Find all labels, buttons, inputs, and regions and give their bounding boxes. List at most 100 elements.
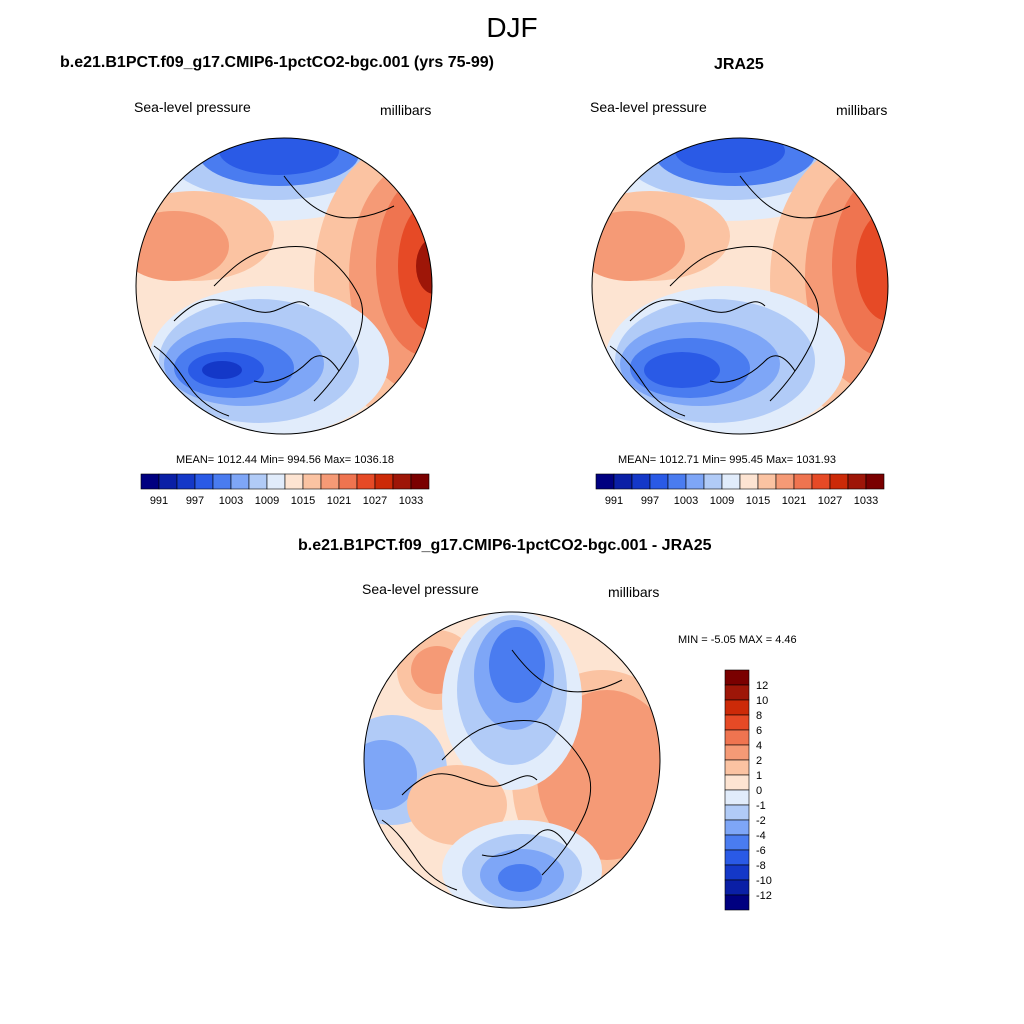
panel-3-colorbar-tick-label: 1 — [756, 770, 762, 782]
panel-2-colorbar-swatch — [721, 473, 741, 490]
panel-1-colorbar-swatch — [158, 473, 178, 490]
panel-2-colorbar-swatch — [595, 473, 615, 490]
panel-2-colorbar-swatch — [829, 473, 849, 490]
panel-3-colorbar-swatch — [724, 879, 750, 896]
panel-3-colorbar-swatch — [724, 669, 750, 686]
panel-3-map — [363, 611, 661, 909]
panel-3-variable-label: Sea-level pressure — [362, 581, 479, 597]
panel-1-colorbar-swatch — [230, 473, 250, 490]
panel-3-colorbar-tick-label: 8 — [756, 710, 762, 722]
panel-1-colorbar-tick-label: 997 — [186, 495, 204, 507]
panel-2-map — [591, 137, 889, 435]
panel-3-colorbar-swatch — [724, 684, 750, 701]
panel-2-colorbar-tick-label: 1009 — [710, 495, 734, 507]
panel-3-colorbar-swatch — [724, 759, 750, 776]
panel-1-colorbar-swatch — [302, 473, 322, 490]
panel-3-colorbar-tick-label: 2 — [756, 755, 762, 767]
panel-1-colorbar-swatch — [338, 473, 358, 490]
panel-1-pressure-field — [136, 138, 432, 434]
panel-3-colorbar-swatch — [724, 849, 750, 866]
panel-3-colorbar-tick-label: 10 — [756, 695, 768, 707]
panel-1-colorbar-swatch — [248, 473, 268, 490]
panel-3-colorbar-tick-label: -8 — [756, 860, 766, 872]
panel-1-colorbar: 991 997 1003 1009 1015 1021 1027 1033 — [140, 473, 430, 507]
panel-2-colorbar-swatch — [631, 473, 651, 490]
panel-1-colorbar-swatch — [284, 473, 304, 490]
panel-1-colorbar-tick-label: 1003 — [219, 495, 243, 507]
panel-1-colorbar-swatch — [194, 473, 214, 490]
panel-3-colorbar-tick-label: -6 — [756, 845, 766, 857]
panel-3-coastlines — [381, 649, 623, 891]
panel-3-title: b.e21.B1PCT.f09_g17.CMIP6-1pctCO2-bgc.00… — [298, 537, 712, 554]
panel-3-colorbar-tick-label: 0 — [756, 785, 762, 797]
panel-1-colorbar-swatch — [212, 473, 232, 490]
panel-2-colorbar-swatch — [667, 473, 687, 490]
panel-1-colorbar-tick-label: 1009 — [255, 495, 279, 507]
panel-3-colorbar-swatch — [724, 834, 750, 851]
panel-3-colorbar-swatch — [724, 804, 750, 821]
panel-3-colorbar-tick-label: -10 — [756, 875, 772, 887]
figure-title: DJF — [486, 12, 538, 43]
panel-1-variable-label: Sea-level pressure — [134, 99, 251, 115]
panel-2-colorbar-swatch — [811, 473, 831, 490]
panel-1-colorbar-swatch — [374, 473, 394, 490]
panel-2-colorbar-swatch — [775, 473, 795, 490]
panel-2-colorbar-tick-label: 1033 — [854, 495, 878, 507]
panel-1-colorbar-tick-label: 1027 — [363, 495, 387, 507]
panel-3-colorbar-swatch — [724, 774, 750, 791]
panel-3-colorbar-tick-label: 6 — [756, 725, 762, 737]
panel-3-colorbar-swatch — [724, 819, 750, 836]
panel-3-colorbar-tick-label: -2 — [756, 815, 766, 827]
panel-3-units-label: millibars — [608, 584, 660, 600]
panel-3-colorbar-tick-label: -1 — [756, 800, 766, 812]
panel-2-colorbar-swatch — [847, 473, 867, 490]
panel-2-colorbar-swatch — [703, 473, 723, 490]
panel-3-colorbar-swatch — [724, 894, 750, 911]
panel-1-map — [135, 137, 433, 435]
panel-3-stats: MIN = -5.05 MAX = 4.46 — [678, 634, 797, 646]
panel-3-colorbar-tick-label: -12 — [756, 890, 772, 902]
panel-1-coastlines — [153, 175, 395, 417]
panel-2-colorbar-tick-label: 991 — [605, 495, 623, 507]
panel-2-colorbar: 991 997 1003 1009 1015 1021 1027 1033 — [595, 473, 885, 507]
panel-1-colorbar-swatch — [392, 473, 412, 490]
panel-3-colorbar-tick-label: -4 — [756, 830, 766, 842]
panel-3-colorbar-swatch — [724, 744, 750, 761]
panel-2-colorbar-tick-label: 1021 — [782, 495, 806, 507]
panel-2-colorbar-tick-label: 1027 — [818, 495, 842, 507]
panel-3-colorbar-swatch — [724, 729, 750, 746]
panel-1-colorbar-tick-label: 991 — [150, 495, 168, 507]
panel-2-variable-label: Sea-level pressure — [590, 99, 707, 115]
panel-2-colorbar-swatch — [649, 473, 669, 490]
panel-2-colorbar-swatch — [613, 473, 633, 490]
panel-2-stats: MEAN= 1012.71 Min= 995.45 Max= 1031.93 — [618, 454, 837, 466]
panel-2-units-label: millibars — [836, 102, 888, 118]
panel-2-colorbar-swatch — [757, 473, 777, 490]
panel-2-title: JRA25 — [714, 56, 764, 73]
panel-3-colorbar-tick-label: 12 — [756, 680, 768, 692]
panel-1-colorbar-tick-label: 1021 — [327, 495, 351, 507]
panel-1-colorbar-swatch — [176, 473, 196, 490]
panel-2-colorbar-swatch — [865, 473, 885, 490]
panel-3-colorbar-swatch — [724, 789, 750, 806]
panel-1-colorbar-swatch — [266, 473, 286, 490]
panel-3-difference-field — [364, 612, 660, 908]
panel-1-colorbar-swatch — [410, 473, 430, 490]
panel-2-colorbar-tick-label: 1015 — [746, 495, 770, 507]
panel-2-colorbar-tick-label: 997 — [641, 495, 659, 507]
panel-1-colorbar-swatch — [140, 473, 160, 490]
panel-2-colorbar-tick-label: 1003 — [674, 495, 698, 507]
panel-1-title: b.e21.B1PCT.f09_g17.CMIP6-1pctCO2-bgc.00… — [60, 54, 494, 71]
panel-1-stats: MEAN= 1012.44 Min= 994.56 Max= 1036.18 — [176, 454, 395, 466]
panel-1-colorbar-tick-label: 1033 — [399, 495, 423, 507]
panel-2-colorbar-swatch — [685, 473, 705, 490]
panel-3-colorbar-swatch — [724, 699, 750, 716]
panel-1-colorbar-swatch — [320, 473, 340, 490]
panel-3-colorbar-swatch — [724, 714, 750, 731]
panel-1-units-label: millibars — [380, 102, 432, 118]
panel-2-colorbar-swatch — [793, 473, 813, 490]
panel-1-colorbar-swatch — [356, 473, 376, 490]
panel-3-colorbar-swatch — [724, 864, 750, 881]
panel-1-colorbar-tick-label: 1015 — [291, 495, 315, 507]
